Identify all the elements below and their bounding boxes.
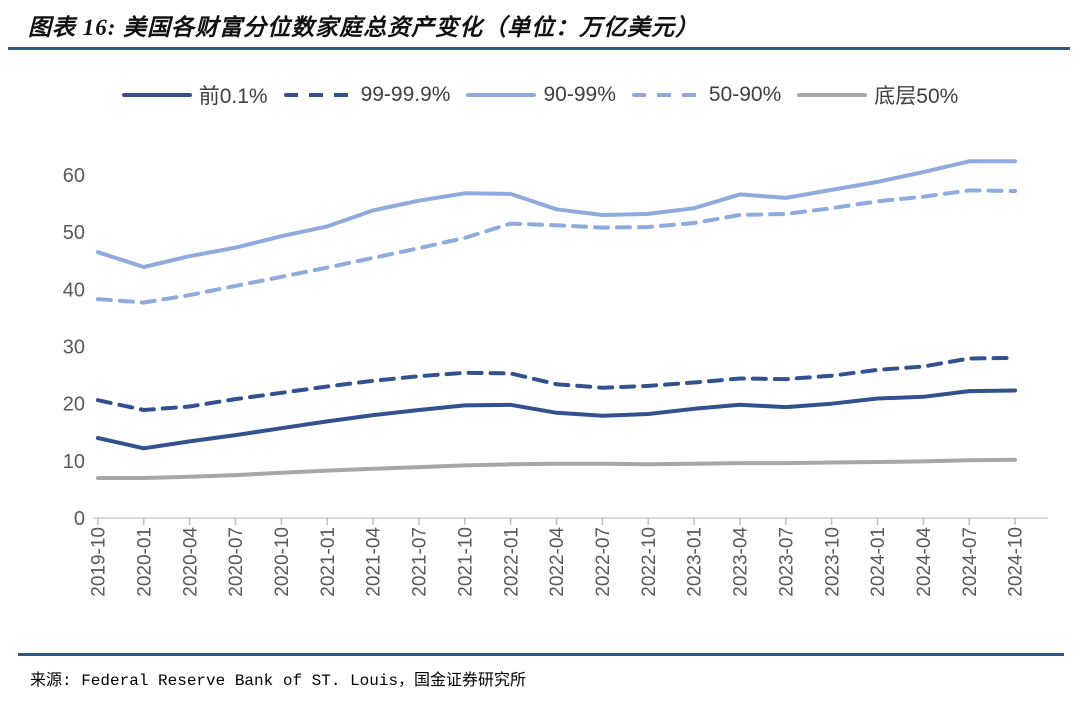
y-axis-tick-label: 30 (63, 337, 85, 359)
series-line-4 (95, 457, 1018, 480)
x-axis-tick-label: 2019-10 (89, 527, 110, 597)
legend-label-2: 90-99% (543, 83, 616, 106)
y-axis-tick-label: 0 (74, 508, 85, 530)
legend-label-0: 前0.1% (198, 85, 268, 108)
x-axis-tick-label: 2022-07 (593, 527, 614, 597)
source-note: 来源: Federal Reserve Bank of ST. Louis，国金… (30, 672, 527, 690)
x-axis-tick-label: 2021-04 (364, 527, 385, 597)
series-line-0 (95, 388, 1018, 451)
x-axis-tick-label: 2022-01 (501, 527, 522, 597)
footer-divider (18, 653, 1064, 656)
legend-label-3: 50-90% (708, 83, 782, 106)
chart-title: 图表 16: 美国各财富分位数家庭总资产变化（单位：万亿美元） (28, 15, 700, 40)
y-axis-tick-label: 10 (63, 451, 85, 473)
legend-dashed-line-swatch (631, 93, 702, 97)
legend-dashed-line-swatch (283, 93, 354, 97)
legend-solid-line-swatch (121, 93, 192, 97)
legend-item-4: 底层50% (797, 80, 958, 110)
legend-label-1: 99-99.9% (360, 83, 451, 106)
title-underline (8, 47, 1070, 50)
x-axis-tick-label: 2024-07 (960, 527, 981, 597)
series-line-3 (95, 188, 1018, 305)
series-line-1 (95, 355, 1018, 412)
x-axis-tick-label: 2022-10 (639, 527, 660, 597)
x-axis-tick-label: 2024-10 (1006, 527, 1027, 597)
legend-item-2: 90-99% (466, 83, 616, 107)
x-axis-tick-label: 2020-10 (272, 527, 293, 597)
legend-solid-line-swatch (797, 93, 868, 97)
x-axis-tick-label: 2020-01 (134, 527, 155, 597)
legend-label-4: 底层50% (874, 85, 959, 108)
series-line-2 (95, 159, 1018, 269)
y-axis-tick-label: 60 (63, 165, 85, 187)
legend-item-3: 50-90% (631, 83, 782, 107)
x-axis-tick-label: 2024-01 (868, 527, 889, 597)
y-axis-tick-label: 50 (63, 222, 85, 244)
y-axis-tick-label: 20 (63, 394, 85, 416)
x-axis-tick-label: 2022-04 (547, 527, 568, 597)
x-axis-tick-label: 2020-07 (226, 527, 247, 597)
legend-solid-line-swatch (466, 93, 537, 97)
x-axis-tick-label: 2023-01 (685, 527, 706, 597)
x-axis-tick-label: 2021-01 (318, 527, 339, 597)
chart-legend: 前0.1% 99-99.9% 90-99% 50-90% 底层50% (0, 80, 1080, 110)
x-axis-tick-label: 2023-04 (731, 527, 752, 597)
x-axis-tick-label: 2023-10 (822, 527, 843, 597)
legend-item-0: 前0.1% (121, 80, 268, 110)
chart-canvas: 0 10 20 30 40 50 60 2019-10 2020-01 2020-04 2020-0… (63, 159, 1048, 597)
x-axis-tick-label: 2023-07 (776, 527, 797, 597)
y-axis-tick-label: 40 (63, 279, 85, 301)
x-axis-tick-label: 2024-04 (914, 527, 935, 597)
x-axis-tick-label: 2020-04 (180, 527, 201, 597)
x-axis-tick-label: 2021-07 (410, 527, 431, 597)
x-axis-tick-label: 2021-10 (455, 527, 476, 597)
legend-item-1: 99-99.9% (283, 83, 451, 107)
